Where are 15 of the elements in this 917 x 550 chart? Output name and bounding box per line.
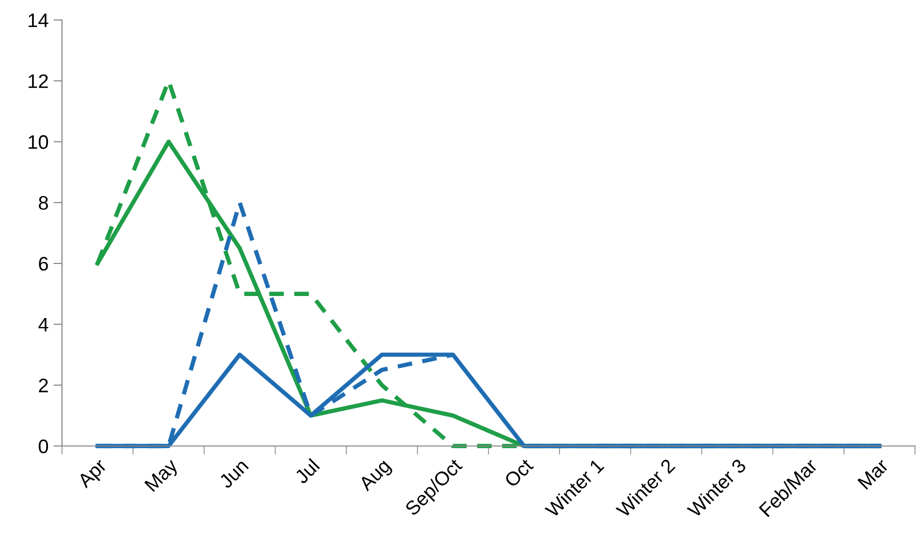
x-tick-label: Apr xyxy=(76,458,110,492)
y-tick-label: 6 xyxy=(38,256,48,271)
y-tick-label: 8 xyxy=(38,196,48,210)
y-tick-label: 10 xyxy=(28,135,48,149)
x-tick-label: May xyxy=(144,458,182,495)
x-tick-label: Oct xyxy=(504,458,534,488)
y-tick-label: 12 xyxy=(28,74,48,88)
y-tick-label: 2 xyxy=(38,378,48,392)
y-tick-label: 0 xyxy=(38,439,48,454)
x-tick-label: Jun xyxy=(218,458,249,490)
x-tick-label: Jul xyxy=(293,458,320,485)
y-tick-label: 4 xyxy=(38,318,48,332)
x-tick-label: Aug xyxy=(358,458,394,494)
y-tick-label: 14 xyxy=(28,14,48,28)
x-tick-label: Mar xyxy=(857,458,890,490)
